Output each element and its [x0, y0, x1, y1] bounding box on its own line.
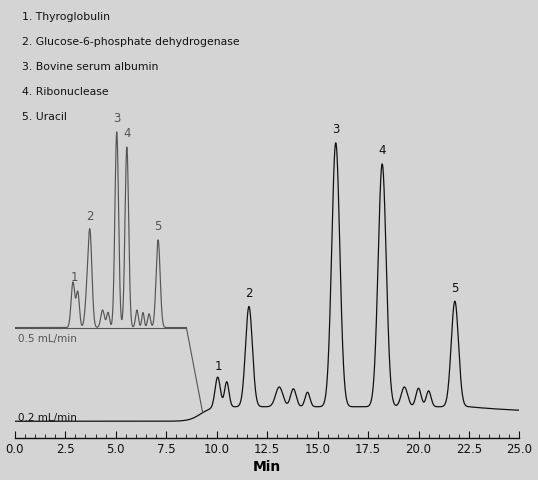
Text: 2: 2	[86, 210, 93, 223]
Text: 1: 1	[70, 271, 78, 284]
Text: 5: 5	[154, 220, 162, 233]
Text: 5. Uracil: 5. Uracil	[23, 112, 67, 122]
Text: 1: 1	[215, 360, 222, 372]
Text: 0.2 mL/min: 0.2 mL/min	[18, 413, 77, 423]
Text: 0.5 mL/min: 0.5 mL/min	[18, 334, 77, 344]
Text: 2: 2	[245, 287, 253, 300]
Text: 1. Thyroglobulin: 1. Thyroglobulin	[23, 12, 110, 22]
Text: 4: 4	[123, 127, 131, 141]
Text: 5: 5	[451, 282, 458, 295]
Text: 2. Glucose-6-phosphate dehydrogenase: 2. Glucose-6-phosphate dehydrogenase	[23, 37, 240, 47]
Text: 4: 4	[378, 144, 386, 157]
Text: 3: 3	[113, 112, 121, 125]
X-axis label: Min: Min	[253, 460, 281, 474]
Text: 3: 3	[332, 123, 339, 136]
Text: 3. Bovine serum albumin: 3. Bovine serum albumin	[23, 62, 159, 72]
Text: 4. Ribonuclease: 4. Ribonuclease	[23, 87, 109, 97]
